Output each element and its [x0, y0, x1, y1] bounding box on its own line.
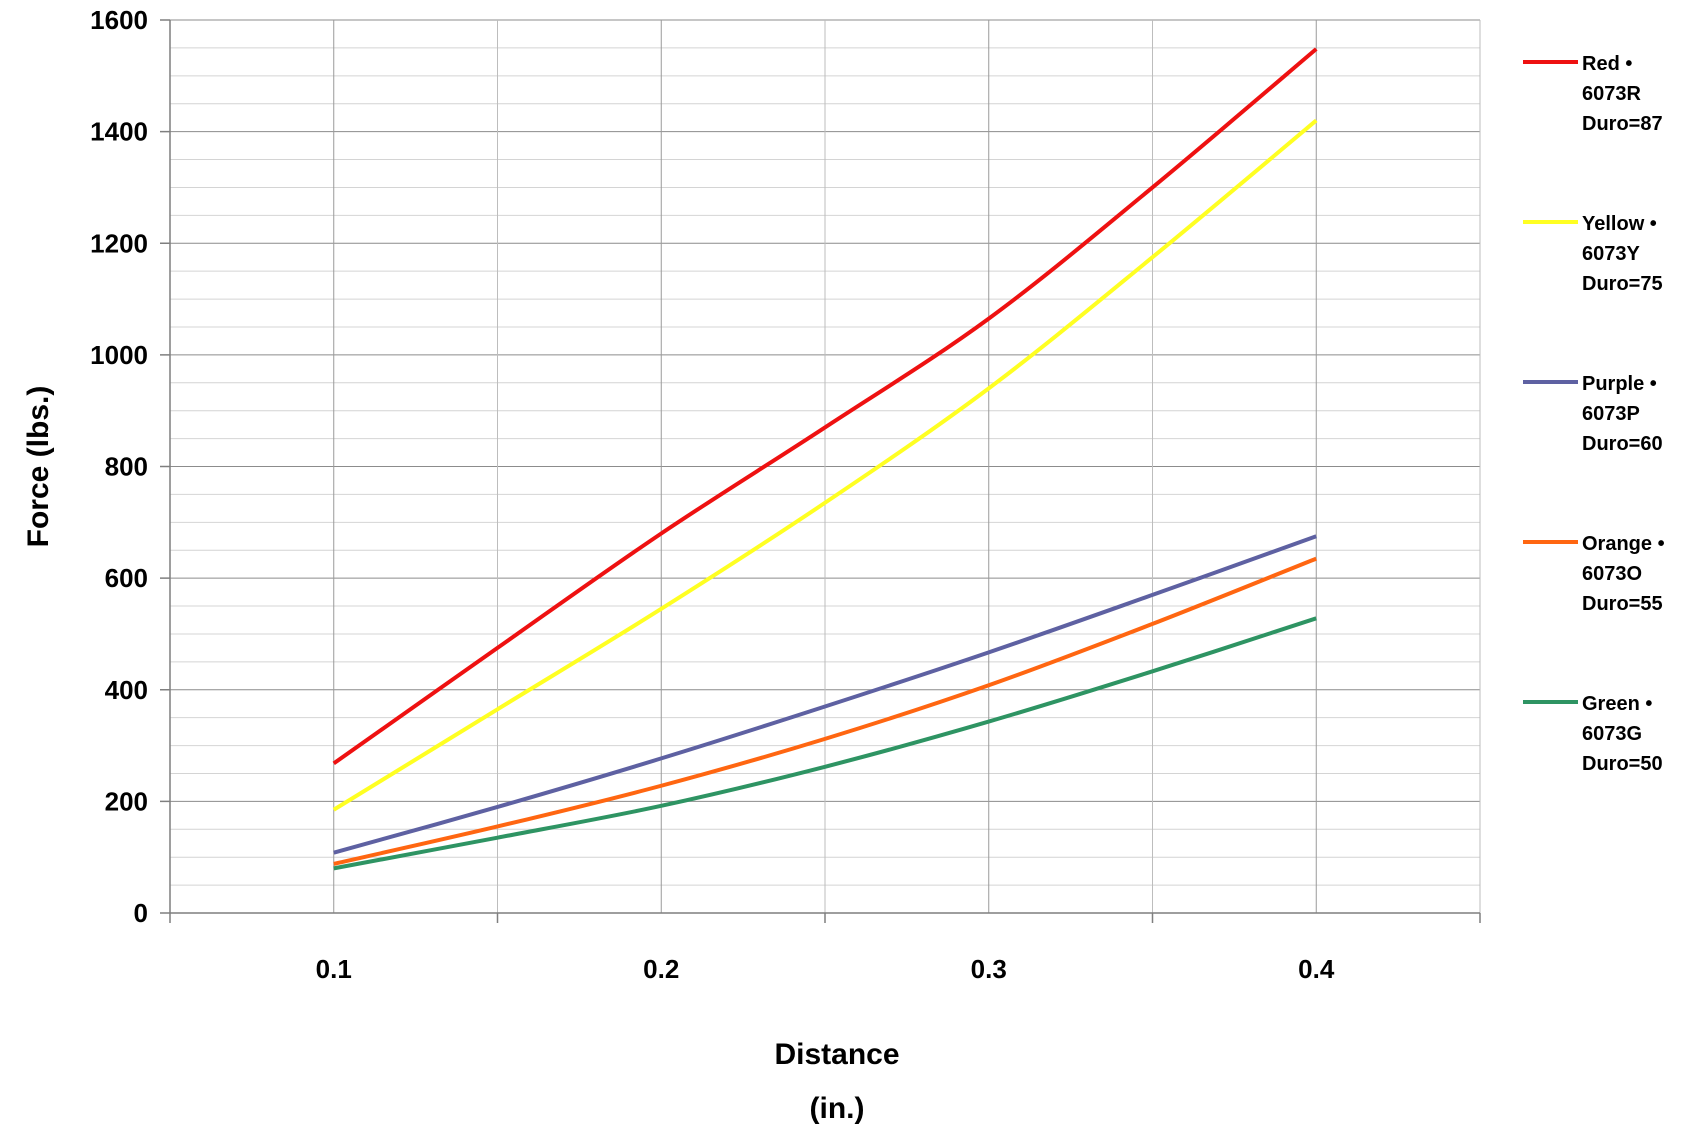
series-line-4: [333, 616, 1317, 871]
grid: [169, 19, 1481, 913]
x-tick-label: 0.3: [971, 954, 1007, 984]
axis-labels: Force (lbs.) Distance (in.): [22, 386, 900, 1125]
series-line-1: [332, 118, 1318, 812]
legend-label-1: Duro=75: [1582, 273, 1663, 295]
x-tick-label: 0.2: [643, 954, 679, 984]
legend-label-3: Orange •: [1582, 533, 1665, 555]
axes: [160, 19, 1481, 923]
x-tick-label: 0.1: [316, 954, 352, 984]
x-tick-label: 0.4: [1298, 954, 1335, 984]
y-tick-label: 1600: [90, 5, 148, 35]
series-line-2: [333, 534, 1317, 855]
tick-labels: 0 200 400 600 800 1000 1200 1400 1600 0.1 0.2 0.3 0.…: [90, 5, 1335, 984]
legend-label-1: Yellow •: [1582, 213, 1657, 235]
legend-label-0: Duro=87: [1582, 113, 1663, 135]
series-lines: [332, 47, 1318, 871]
legend-label-3: 6073O: [1582, 563, 1642, 585]
legend-label-0: Red •: [1582, 53, 1632, 75]
legend-label-4: Duro=50: [1582, 753, 1663, 775]
series-line-3: [333, 556, 1317, 866]
legend-label-3: Duro=55: [1582, 593, 1663, 615]
legend: Red • 6073R Duro=87 Yellow • 6073Y Duro=75 Pur…: [1523, 53, 1665, 775]
y-tick-label: 1400: [90, 117, 148, 147]
legend-label-2: Purple •: [1582, 373, 1657, 395]
y-tick-label: 1000: [90, 340, 148, 370]
series-line-0: [332, 47, 1318, 766]
x-axis-title-line: Distance: [774, 1038, 899, 1071]
legend-label-4: Green •: [1582, 693, 1652, 715]
legend-label-2: Duro=60: [1582, 433, 1663, 455]
legend-label-1: 6073Y: [1582, 243, 1640, 265]
y-tick-label: 0: [134, 898, 148, 928]
y-tick-label: 200: [105, 786, 148, 816]
y-tick-label: 800: [105, 452, 148, 482]
y-tick-label: 400: [105, 675, 148, 705]
legend-label-4: 6073G: [1582, 723, 1642, 745]
x-axis-title-line: (in.): [810, 1092, 865, 1125]
y-axis-title: Force (lbs.): [22, 386, 55, 548]
legend-label-0: 6073R: [1582, 83, 1641, 105]
y-tick-label: 600: [105, 563, 148, 593]
y-tick-label: 1200: [90, 228, 148, 258]
legend-label-2: 6073P: [1582, 403, 1640, 425]
